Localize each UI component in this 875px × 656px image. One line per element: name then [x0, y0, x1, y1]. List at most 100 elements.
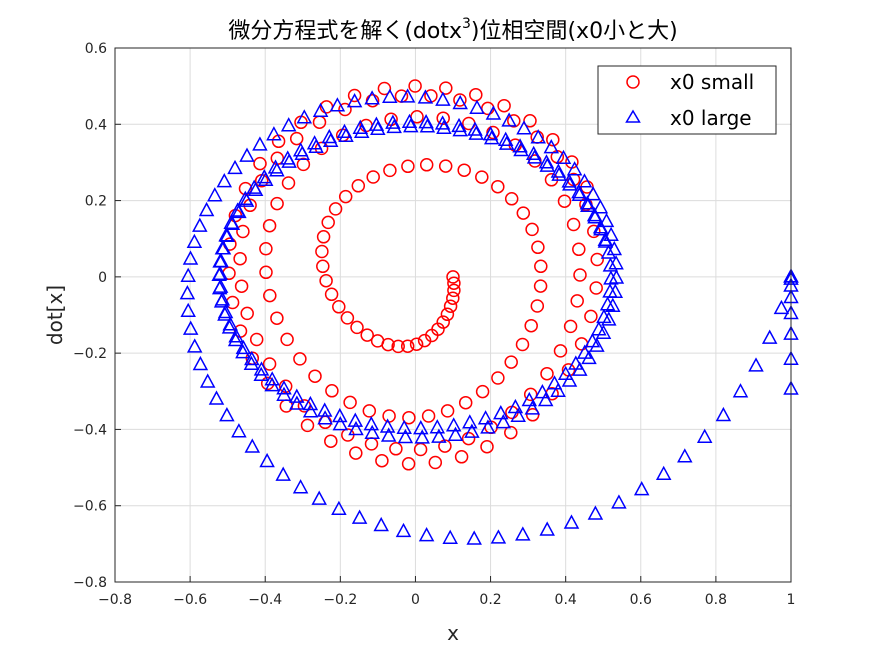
data-point — [539, 521, 555, 536]
legend-marker-small — [626, 75, 640, 89]
data-point — [346, 93, 363, 108]
data-point — [773, 299, 790, 315]
data-point — [213, 252, 229, 268]
data-point — [186, 338, 203, 353]
data-point — [199, 373, 216, 388]
data-point — [179, 285, 196, 300]
data-point — [240, 306, 254, 321]
x-tick-label: −0.2 — [323, 592, 357, 608]
data-point — [363, 416, 380, 431]
data-point — [212, 265, 228, 281]
data-point — [436, 119, 452, 134]
data-point — [696, 428, 713, 443]
data-point — [464, 423, 480, 438]
data-point — [557, 194, 572, 208]
data-point — [324, 434, 338, 448]
data-point — [563, 514, 580, 529]
data-point — [389, 442, 403, 456]
data-point — [400, 339, 415, 353]
data-point — [598, 212, 615, 228]
data-point — [566, 217, 581, 232]
data-point — [329, 97, 346, 112]
data-point — [182, 320, 199, 335]
data-point — [571, 186, 588, 202]
data-point — [443, 299, 458, 313]
x-axis-label: x — [447, 621, 459, 645]
data-point — [593, 221, 609, 236]
data-point — [234, 279, 249, 293]
data-point — [516, 206, 531, 220]
data-point — [215, 240, 232, 255]
data-point — [402, 410, 416, 425]
x-tick-label: 0.2 — [479, 592, 501, 608]
data-point — [219, 407, 235, 422]
data-point — [507, 114, 521, 128]
data-point — [540, 366, 554, 381]
data-point — [580, 197, 596, 213]
data-point — [347, 412, 364, 427]
data-point — [534, 384, 551, 399]
data-point — [192, 217, 208, 232]
data-point — [491, 179, 505, 194]
data-point — [253, 361, 270, 376]
data-point — [526, 149, 543, 164]
data-point — [497, 131, 514, 146]
data-point — [385, 114, 401, 129]
data-point — [353, 123, 370, 138]
data-point — [244, 438, 261, 453]
data-point — [262, 218, 277, 233]
data-point — [596, 308, 612, 324]
data-point — [524, 318, 538, 333]
data-point — [377, 81, 392, 96]
data-point — [555, 149, 572, 165]
data-point — [485, 105, 502, 120]
data-point — [602, 283, 618, 298]
data-point — [269, 162, 285, 177]
data-point — [605, 297, 621, 312]
data-point — [418, 527, 435, 542]
data-point — [530, 129, 546, 144]
data-point — [550, 163, 567, 178]
data-point — [364, 90, 380, 105]
data-point — [227, 331, 244, 347]
x-tick-label: −0.4 — [248, 592, 282, 608]
data-point — [296, 157, 311, 172]
data-point — [276, 380, 292, 395]
data-point — [551, 166, 567, 181]
data-point — [253, 156, 267, 171]
data-point — [715, 406, 732, 422]
data-point — [198, 201, 215, 217]
x-tick-label: 0.6 — [630, 592, 652, 608]
data-point — [436, 111, 450, 125]
legend-label-large: x0 large — [670, 106, 752, 130]
data-point — [497, 98, 511, 113]
data-point — [180, 302, 196, 318]
legend: x0 small x0 large — [597, 65, 777, 135]
data-point — [294, 145, 310, 160]
data-point — [180, 267, 196, 282]
data-point — [468, 125, 484, 140]
data-point — [396, 419, 412, 435]
data-point — [409, 337, 424, 351]
data-point — [597, 233, 614, 248]
data-point — [219, 227, 236, 243]
data-point — [243, 355, 260, 371]
data-point — [238, 192, 255, 207]
data-point — [516, 120, 532, 135]
data-point — [280, 332, 294, 347]
data-point — [247, 181, 264, 197]
data-point — [568, 355, 584, 370]
data-point — [454, 450, 469, 464]
data-point — [482, 126, 499, 141]
data-point — [579, 195, 596, 210]
data-point — [480, 439, 494, 454]
data-point — [566, 161, 583, 176]
data-point — [439, 81, 453, 95]
x-tick-label: −0.8 — [98, 592, 132, 608]
data-point — [207, 187, 223, 202]
data-point — [490, 529, 507, 544]
data-point — [370, 334, 385, 348]
ticks: −0.8 −0.6 −0.4 −0.2 0 0.2 0.4 0.6 0.8 1 −0.8 −0.6 −0… — [73, 41, 795, 608]
x-tick-label: −0.6 — [173, 592, 207, 608]
data-point — [419, 158, 434, 172]
